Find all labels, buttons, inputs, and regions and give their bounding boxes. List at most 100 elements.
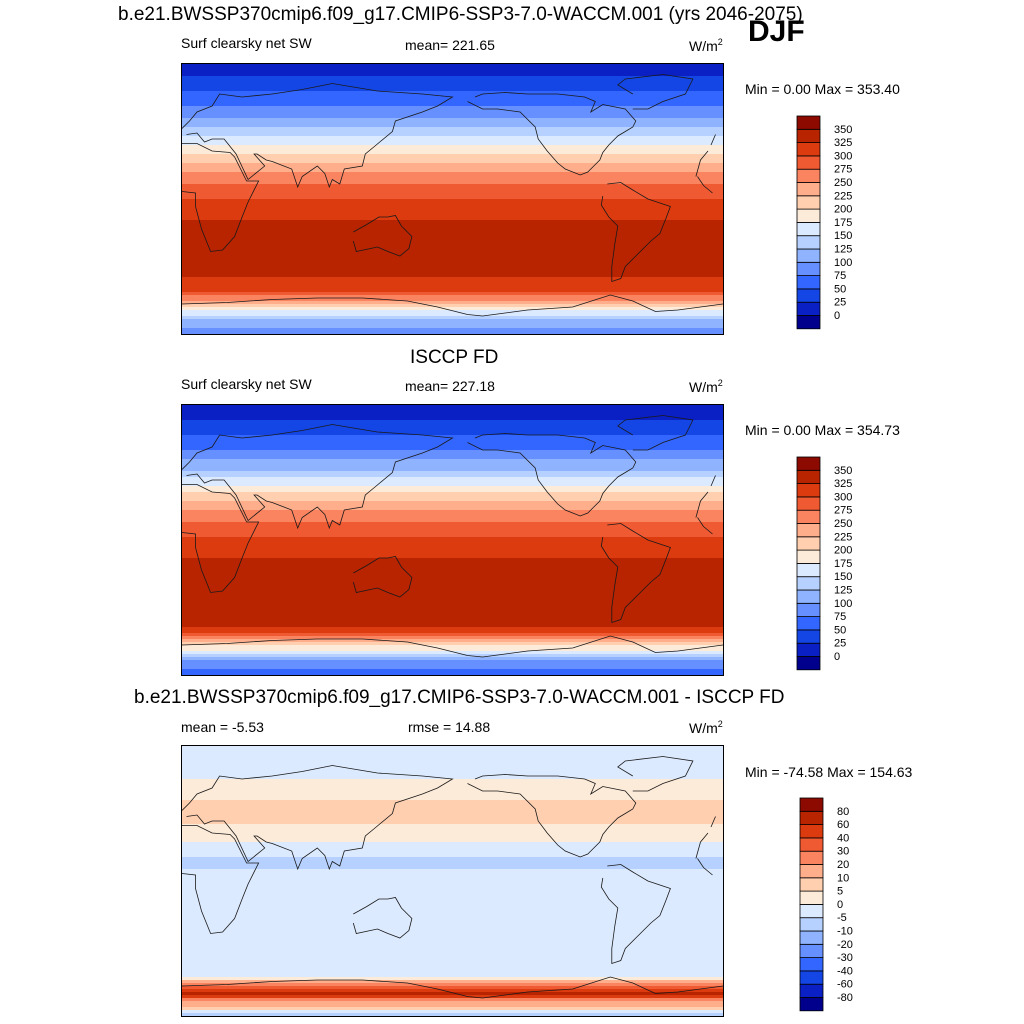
panel2-field-band	[182, 582, 723, 586]
panel3-field-band	[182, 947, 723, 951]
panel3-field-band	[182, 950, 723, 954]
panel2-colorbar-box	[796, 523, 821, 538]
panel1-field-band	[182, 163, 723, 167]
panel2-field-band	[182, 501, 723, 505]
panel3-field-band	[182, 839, 723, 843]
panel3-field-band	[182, 1010, 723, 1014]
panel1-coastline	[182, 294, 723, 317]
panel2-coastline	[710, 475, 716, 487]
panel1-field-band	[182, 226, 723, 230]
panel2-field-band	[182, 423, 723, 427]
panel2-field-band	[182, 447, 723, 451]
panel1-field-band	[182, 328, 723, 332]
panel3-colorbar-box	[799, 970, 824, 985]
panel1-field-band	[182, 199, 723, 203]
panel3-field-band	[182, 1004, 723, 1008]
panel3-field-band	[182, 986, 723, 990]
panel2-field-band	[182, 444, 723, 448]
panel1-coastline	[695, 150, 709, 177]
panel2-field-band	[182, 654, 723, 658]
panel2-field-band	[182, 618, 723, 622]
panel2-units-label: W/m2	[689, 378, 723, 395]
panel3-field-band	[182, 836, 723, 840]
panel2-colorbar-tick-label: 25	[834, 638, 846, 650]
panel2-field-band	[182, 531, 723, 535]
panel1-field-band	[182, 67, 723, 71]
panel3-field-band	[182, 875, 723, 879]
panel1-colorbar-box	[796, 115, 821, 130]
panel1-field-band	[182, 244, 723, 248]
panel1-field-band	[182, 331, 723, 334]
panel3-field-band	[182, 893, 723, 897]
panel2-colorbar-box	[796, 629, 821, 644]
panel1-coastline	[467, 92, 637, 176]
panel1-field-band	[182, 157, 723, 161]
panel3-coastline	[697, 858, 713, 876]
panel1-field-band	[182, 247, 723, 251]
panel2-colorbar: 0 25 50 75 100 125 150 175 200 225 250 275 300 325 350	[796, 456, 877, 671]
panel2-field-band	[182, 489, 723, 493]
panel1-coastline	[182, 83, 454, 189]
panel2-field-band	[182, 495, 723, 499]
panel1-coastline	[352, 215, 413, 257]
panel3-colorbar-tick-label: -5	[837, 912, 847, 924]
panel2-field-band	[182, 552, 723, 556]
panel2-field-band	[182, 486, 723, 490]
panel1-field-band	[182, 319, 723, 323]
panel3-field-band	[182, 953, 723, 957]
panel1-field-band	[182, 142, 723, 146]
panel3-field-band	[182, 854, 723, 858]
panel2-field-band	[182, 543, 723, 547]
panel3-map-svg	[182, 746, 723, 1016]
panel3-field-band	[182, 959, 723, 963]
panel2-colorbar-tick-label: 100	[834, 598, 852, 610]
panel2-field-band	[182, 657, 723, 661]
panel3-field-band	[182, 761, 723, 765]
panel2-field-band	[182, 603, 723, 607]
panel3-field-band	[182, 764, 723, 768]
panel1-coastline	[182, 143, 260, 252]
panel3-field-band	[182, 833, 723, 837]
panel2-colorbar-box	[796, 509, 821, 524]
panel2-field-band	[182, 468, 723, 472]
panel3-coastline	[182, 825, 260, 934]
panel2-field-band	[182, 648, 723, 652]
panel3-colorbar-box	[799, 864, 824, 879]
panel1-field-band	[182, 205, 723, 209]
panel3-field-band	[182, 920, 723, 924]
panel1-field-band	[182, 193, 723, 197]
panel2-colorbar-box	[796, 589, 821, 604]
panel1-field-band	[182, 202, 723, 206]
panel1-colorbar-tick-label: 275	[834, 164, 852, 176]
panel3-field-band	[182, 890, 723, 894]
panel1-field-band	[182, 271, 723, 275]
panel2-field-band	[182, 621, 723, 625]
panel1-field-band	[182, 154, 723, 158]
panel3-field-band	[182, 1013, 723, 1016]
panel2-colorbar-tick-label: 0	[834, 651, 840, 663]
panel2-mean-label: mean= 227.18	[405, 378, 495, 394]
panel2-field-band	[182, 513, 723, 517]
panel3-field-band	[182, 1007, 723, 1011]
panel3-field-band	[182, 860, 723, 864]
panel1-field-band	[182, 112, 723, 116]
panel3-colorbar-box	[799, 890, 824, 905]
panel1-field-band	[182, 172, 723, 176]
panel2-field-band	[182, 576, 723, 580]
panel2-coastline	[617, 415, 694, 451]
panel3-field-band	[182, 746, 723, 750]
panel1-field-band	[182, 217, 723, 221]
panel2-field-band	[182, 519, 723, 523]
panel2-field-band	[182, 585, 723, 589]
panel3-field-band	[182, 884, 723, 888]
panel3-colorbar-tick-label: -80	[837, 992, 853, 1004]
panel1-coastline	[710, 134, 716, 146]
panel3-field-band	[182, 968, 723, 972]
panel1-field-band	[182, 220, 723, 224]
panel3-colorbar-tick-label: 60	[837, 819, 849, 831]
panel3-field-band	[182, 974, 723, 978]
panel2-coastline	[695, 491, 709, 518]
panel3-field-band	[182, 872, 723, 876]
panel3-field-band	[182, 926, 723, 930]
panel1-field-band	[182, 124, 723, 128]
